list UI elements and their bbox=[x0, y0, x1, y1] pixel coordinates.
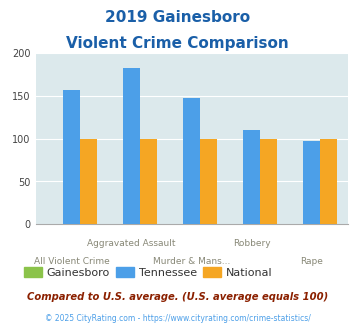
Bar bbox=[244, 130, 260, 224]
Bar bbox=[183, 98, 200, 224]
Legend: Gainesboro, Tennessee, National: Gainesboro, Tennessee, National bbox=[20, 263, 277, 282]
Bar bbox=[80, 139, 97, 224]
Text: 2019 Gainesboro: 2019 Gainesboro bbox=[105, 10, 250, 25]
Bar bbox=[260, 139, 277, 224]
Bar bbox=[320, 139, 337, 224]
Bar bbox=[123, 68, 140, 224]
Text: Robbery: Robbery bbox=[233, 239, 271, 248]
Text: Rape: Rape bbox=[300, 257, 323, 266]
Text: Murder & Mans...: Murder & Mans... bbox=[153, 257, 230, 266]
Bar bbox=[304, 141, 320, 224]
Text: Aggravated Assault: Aggravated Assault bbox=[87, 239, 176, 248]
Text: © 2025 CityRating.com - https://www.cityrating.com/crime-statistics/: © 2025 CityRating.com - https://www.city… bbox=[45, 314, 310, 323]
Bar bbox=[63, 90, 80, 224]
Text: Compared to U.S. average. (U.S. average equals 100): Compared to U.S. average. (U.S. average … bbox=[27, 292, 328, 302]
Text: Violent Crime Comparison: Violent Crime Comparison bbox=[66, 36, 289, 51]
Bar bbox=[140, 139, 157, 224]
Bar bbox=[200, 139, 217, 224]
Text: All Violent Crime: All Violent Crime bbox=[34, 257, 109, 266]
